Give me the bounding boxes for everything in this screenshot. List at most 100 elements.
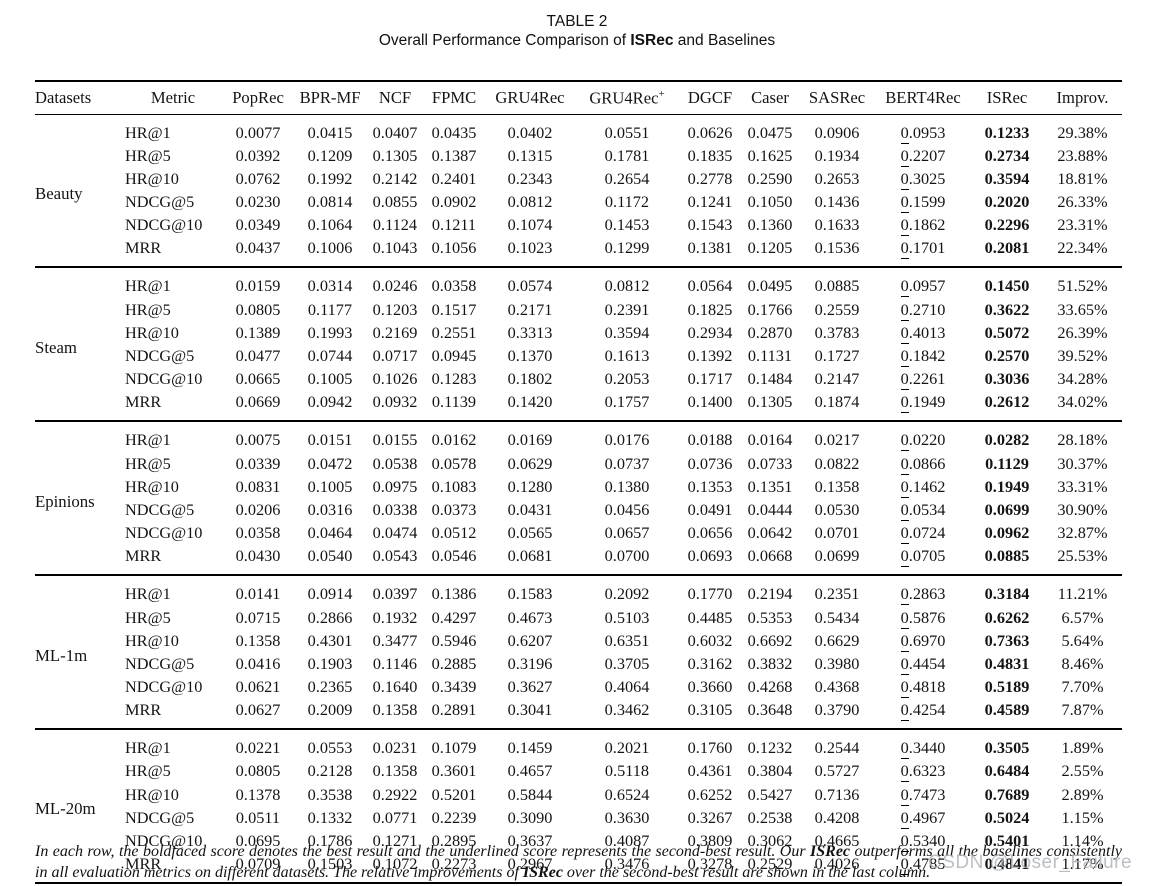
improvement-value: 1.15%	[1061, 807, 1104, 827]
value-cell: 0.1633	[814, 215, 860, 235]
metric-label: HR@10	[125, 784, 179, 804]
table-row: NDCG@5 0.0511 0.1332 0.0771 0.2239 0.3090 0.36…	[35, 806, 1122, 829]
value-cell: 0.1766	[747, 299, 793, 319]
improvement-value: 33.65%	[1057, 299, 1108, 319]
value-cell: 0.0512	[431, 523, 477, 543]
value-cell: 0.0162	[431, 430, 477, 450]
table-caption: TABLE 2 Overall Performance Comparison o…	[0, 12, 1154, 50]
dataset-section: Epinions HR@1 0.0075 0.0151 0.0155 0.0162 0.01…	[35, 421, 1122, 576]
value-cell: 0.0551	[604, 122, 650, 142]
dataset-label: ML-1m	[35, 645, 88, 665]
table-row: MRR 0.0430 0.0540 0.0543 0.0546 0.0681 0.0700 0…	[35, 545, 1122, 576]
value-cell: 0.3476	[604, 854, 650, 874]
value-cell: 0.0629	[507, 453, 553, 473]
value-cell: 0.0805	[235, 299, 281, 319]
improvement-value: 2.89%	[1061, 784, 1104, 804]
value-cell: 0.1006	[307, 238, 353, 258]
metric-label: HR@5	[125, 607, 171, 627]
value-cell: 0.0075	[235, 430, 281, 450]
value-cell: 0.1802	[507, 369, 553, 389]
value-cell: 0.1757	[604, 392, 650, 412]
best-value: 0.0282	[984, 430, 1030, 450]
value-cell: 0.0159	[235, 276, 281, 296]
value-cell: 0.1283	[431, 369, 477, 389]
value-cell: 0.0472	[307, 453, 353, 473]
value-cell: 0.3660	[687, 677, 733, 697]
dataset-label: ML-20m	[35, 799, 96, 819]
value-cell: 0.2529	[747, 854, 793, 874]
value-cell: 0.0141	[235, 584, 281, 604]
value-cell: 0.0246	[372, 276, 418, 296]
value-cell: 0.1131	[747, 346, 793, 366]
value-cell: 0.1079	[431, 738, 477, 758]
second-best-value: 0.6970	[900, 630, 946, 652]
value-cell: 0.0169	[507, 430, 553, 450]
value-cell: 0.3809	[687, 831, 733, 851]
column-header-caser: Caser	[751, 88, 789, 108]
value-cell: 0.1360	[747, 215, 793, 235]
metric-label: NDCG@10	[125, 215, 203, 235]
value-cell: 0.7136	[814, 784, 860, 804]
metric-label: MRR	[125, 700, 162, 720]
metric-label: MRR	[125, 238, 162, 258]
value-cell: 0.3832	[747, 653, 793, 673]
results-table: Datasets Metric PopRec BPR-MF NCF FPMC GRU4Rec…	[35, 80, 1122, 884]
best-value: 0.4831	[984, 653, 1030, 673]
value-cell: 0.2021	[604, 738, 650, 758]
value-cell: 0.4361	[687, 761, 733, 781]
value-cell: 0.0812	[604, 276, 650, 296]
table-row: HR@5 0.0805 0.1177 0.1203 0.1517 0.2171 0.2391…	[35, 298, 1122, 321]
value-cell: 0.6629	[814, 630, 860, 650]
value-cell: 0.1305	[747, 392, 793, 412]
value-cell: 0.2934	[687, 322, 733, 342]
table-row: HR@10 0.1389 0.1993 0.2169 0.2551 0.3313 0.359…	[35, 321, 1122, 344]
improvement-value: 25.53%	[1057, 546, 1108, 566]
underline-first-digit: 0	[900, 546, 909, 568]
underline-first-digit: 0	[900, 192, 909, 214]
underline-first-digit: 0	[900, 677, 909, 699]
value-cell: 0.0626	[687, 122, 733, 142]
value-cell: 0.1351	[747, 476, 793, 496]
improvement-value: 1.14%	[1061, 831, 1104, 851]
metric-label: NDCG@5	[125, 192, 195, 212]
column-header-improv: Improv.	[1056, 88, 1109, 108]
metric-label: NDCG@10	[125, 831, 203, 851]
value-cell: 0.3594	[604, 322, 650, 342]
value-cell: 0.1005	[307, 369, 353, 389]
value-cell: 0.0574	[507, 276, 553, 296]
underline-first-digit: 0	[900, 168, 909, 190]
metric-label: HR@10	[125, 168, 179, 188]
value-cell: 0.2351	[814, 584, 860, 604]
value-cell: 0.5201	[431, 784, 477, 804]
value-cell: 0.0077	[235, 122, 281, 142]
column-header-gru4rec: GRU4Rec+	[589, 88, 665, 108]
value-cell: 0.0221	[235, 738, 281, 758]
value-cell: 0.1205	[747, 238, 793, 258]
best-value: 0.6484	[984, 761, 1030, 781]
dataset-section: ML-20m HR@1 0.0221 0.0553 0.0231 0.1079 0.1459…	[35, 729, 1122, 884]
value-cell: 0.1177	[307, 299, 353, 319]
second-best-value: 0.2207	[900, 145, 946, 167]
table-row: HR@10 0.0762 0.1992 0.2142 0.2401 0.2343 0.265…	[35, 167, 1122, 190]
value-cell: 0.0762	[235, 168, 281, 188]
table-row: HR@5 0.0339 0.0472 0.0538 0.0578 0.0629 0.0737…	[35, 452, 1122, 475]
best-value: 0.2612	[984, 392, 1030, 412]
column-header-bprmf: BPR-MF	[299, 88, 361, 108]
value-cell: 0.2391	[604, 299, 650, 319]
value-cell: 0.0176	[604, 430, 650, 450]
value-cell: 0.1484	[747, 369, 793, 389]
metric-label: MRR	[125, 546, 162, 566]
underline-first-digit: 0	[900, 700, 909, 722]
value-cell: 0.0855	[372, 192, 418, 212]
value-cell: 0.1770	[687, 584, 733, 604]
value-cell: 0.1064	[307, 215, 353, 235]
value-cell: 0.1305	[372, 145, 418, 165]
metric-label: HR@5	[125, 145, 171, 165]
second-best-value: 0.1949	[900, 392, 946, 414]
value-cell: 0.2239	[431, 807, 477, 827]
value-cell: 0.0715	[235, 607, 281, 627]
improvement-value: 33.31%	[1057, 476, 1108, 496]
value-cell: 0.3648	[747, 700, 793, 720]
value-cell: 0.1389	[235, 322, 281, 342]
column-header-datasets: Datasets	[35, 88, 92, 108]
